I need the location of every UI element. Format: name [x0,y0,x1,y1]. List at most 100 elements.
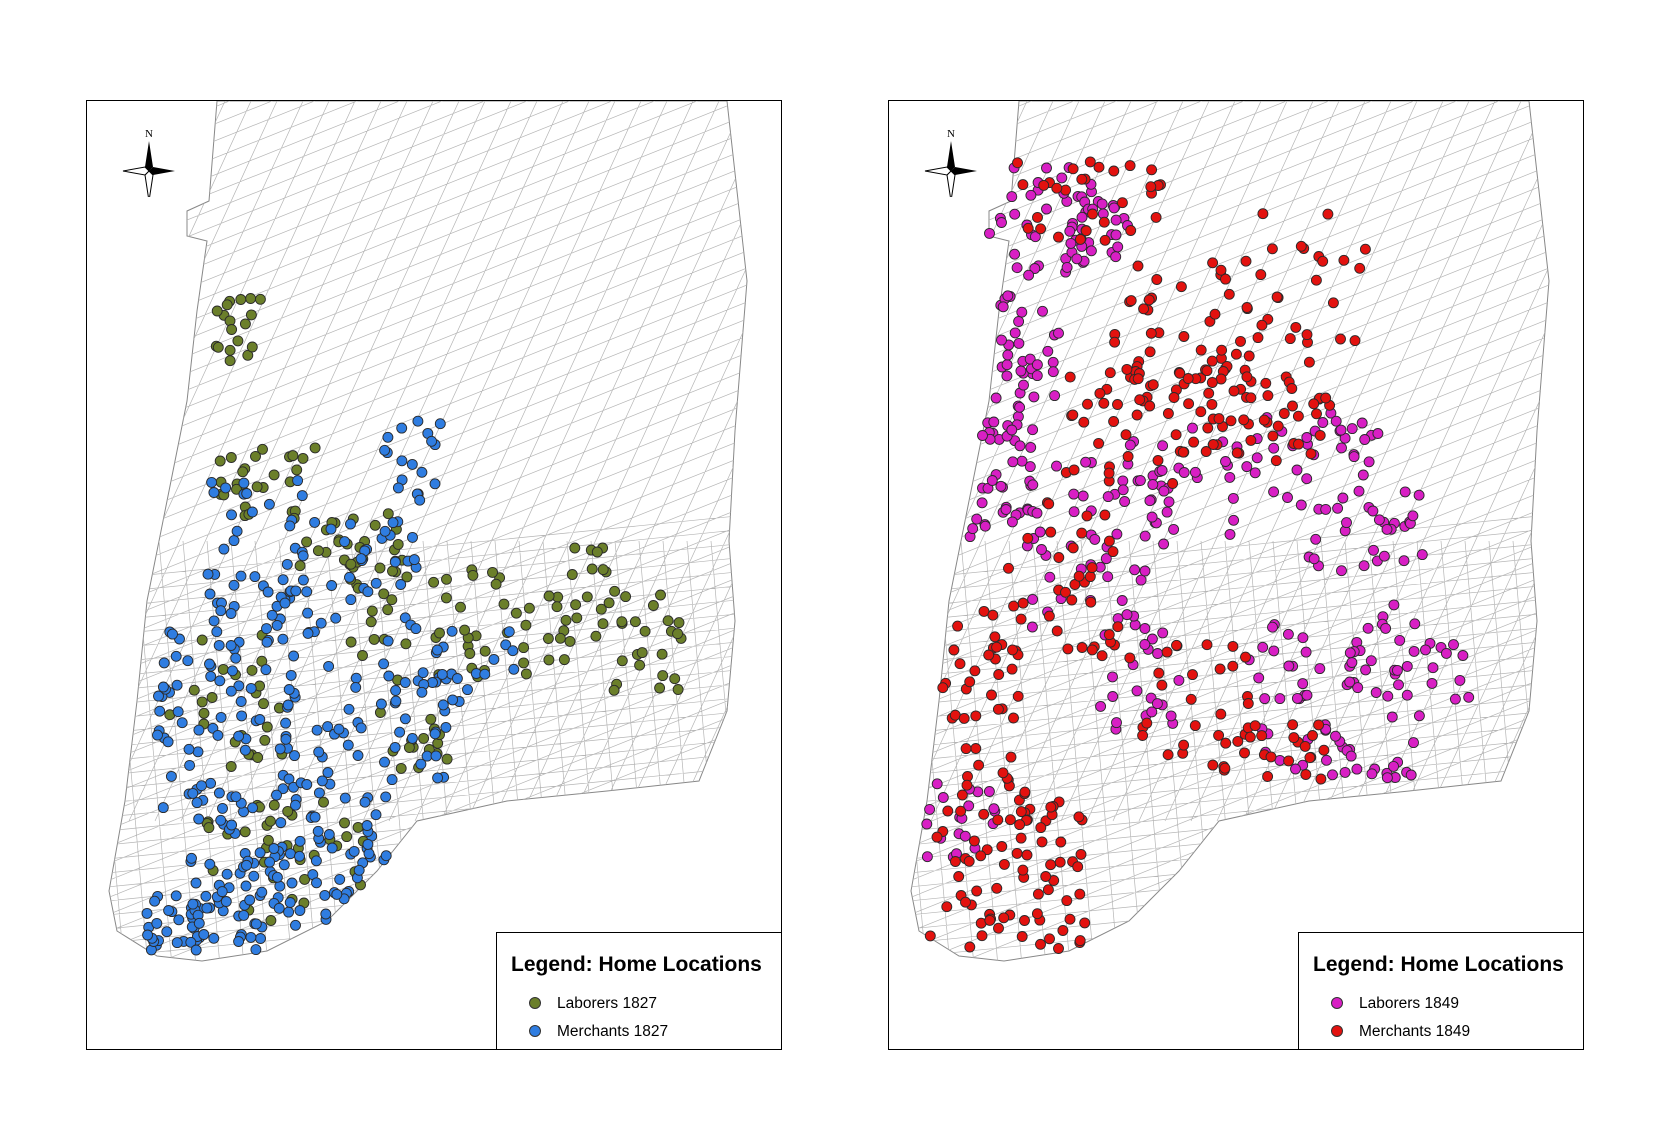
laborer-point [995,480,1007,492]
laborer-point [261,721,273,733]
laborer-point [647,600,659,611]
laborer-point [581,591,593,603]
merchant-point [167,628,178,640]
laborer-point [1332,502,1344,514]
laborer-point [1111,717,1122,729]
laborer-point [1344,676,1356,688]
merchant-point [1074,233,1086,245]
laborer-point [1080,456,1092,468]
merchant-point [1040,871,1052,882]
merchant-point [451,673,463,684]
merchant-point [1074,888,1086,900]
laborer-point [1359,434,1371,445]
merchant-point [290,585,302,597]
laborer-point [251,481,263,493]
merchant-point [1045,859,1057,871]
merchant-point [170,890,182,902]
laborer-point [1457,650,1469,661]
merchant-point [1045,801,1057,813]
laborer-point [268,469,280,481]
laborer-point [1372,428,1384,439]
merchant-point [1125,225,1137,236]
merchant-point [290,919,301,931]
laborer-point [345,558,357,570]
merchant-point [1143,294,1155,306]
merchant-point [1082,398,1093,410]
laborer-point [931,778,943,790]
laborer-point [986,475,998,486]
laborer-point [1168,523,1180,535]
merchant-point [1093,161,1105,173]
merchant-point [1195,344,1207,356]
merchant-point [1031,908,1043,920]
laborer-point [634,659,646,671]
merchant-point [1099,509,1111,521]
merchant-point [1262,771,1274,782]
merchant-point [399,677,411,688]
laborer-point [996,217,1007,228]
merchant-point [330,612,342,624]
merchant-point [1260,377,1272,389]
laborer-point [432,737,444,749]
merchant-point [163,905,175,916]
merchant-point [277,783,289,795]
merchant-point [1006,663,1018,675]
laborer-point [246,664,258,676]
laborer-point [1076,211,1088,223]
laborer-point [392,538,404,550]
laborer-point [1321,754,1332,766]
laborer-point [560,614,572,626]
merchant-point [1284,333,1296,345]
laborer-point [597,564,609,576]
merchant-point [992,703,1004,715]
merchant-point [176,717,188,729]
laborer-point [597,618,609,630]
merchant-point [297,574,309,586]
laborer-point [636,647,648,659]
laborer-point [490,578,502,590]
merchant-point [924,930,936,942]
merchant-point [264,856,276,868]
laborer-point [312,545,324,557]
merchant-point [1206,398,1218,410]
merchant-point [426,435,438,447]
laborer-point [479,645,491,657]
merchant-point [1068,464,1080,476]
merchant-point [1073,811,1085,823]
merchant-point [1201,639,1213,651]
laborer-point [551,601,563,613]
laborer-point [382,508,394,520]
merchant-point [315,617,327,629]
merchant-point [1061,895,1073,907]
laborer-point [301,536,313,548]
merchant-point [355,722,367,734]
laborer-point [1295,499,1307,511]
merchant-point [301,586,313,598]
merchant-point [1271,291,1283,303]
laborer-point [1297,632,1309,644]
laborer-point [1407,510,1419,522]
laborer-point [1146,511,1158,523]
laborer-point [212,341,224,353]
merchant-point [193,917,205,929]
laborer-point [196,634,208,646]
laborer-point [1111,528,1123,540]
merchant-point [1017,864,1029,876]
merchant-point [954,658,966,670]
merchant-point [1335,333,1346,345]
laborer-point [1016,306,1028,318]
merchant-point [1146,164,1158,176]
laborer-point [921,818,933,830]
laborer-point [232,335,244,347]
laborer-point [1366,768,1378,780]
laborer-point [1026,621,1038,633]
merchant-point [151,917,163,929]
merchant-point [508,663,520,675]
laborer-point [262,834,274,846]
merchant-point [1299,740,1311,752]
laborer-point [203,822,215,834]
compass-icon: N [924,128,977,202]
merchant-point [280,733,292,745]
laborer-point [1002,349,1014,361]
laborer-point [246,341,258,353]
